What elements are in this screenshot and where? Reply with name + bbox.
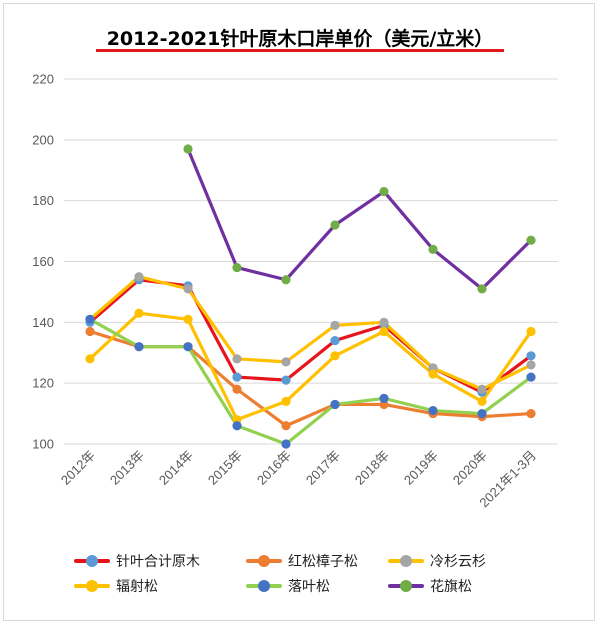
y-tick-label: 120 xyxy=(32,376,54,391)
legend-label: 红松樟子松 xyxy=(288,554,358,570)
legend-swatch xyxy=(388,551,424,571)
chart-title: 2012-2021针叶原木口岸单价（美元/立米） xyxy=(106,28,494,50)
data-point xyxy=(281,421,291,431)
data-point xyxy=(526,235,536,245)
legend-swatch xyxy=(246,576,282,596)
x-tick-label: 2018年 xyxy=(352,448,392,488)
legend-label: 冷杉云杉 xyxy=(430,554,486,570)
data-point xyxy=(379,317,389,327)
x-tick-label: 2020年 xyxy=(450,448,490,488)
legend-marker xyxy=(258,580,270,592)
legend-item: 辐射松 xyxy=(74,576,158,596)
series-line xyxy=(88,311,533,422)
x-tick-label: 2017年 xyxy=(303,448,343,488)
data-point xyxy=(428,369,438,379)
data-point xyxy=(85,314,95,324)
data-point xyxy=(232,372,242,382)
data-point xyxy=(330,399,340,410)
x-tick-label: 2015年 xyxy=(205,448,245,488)
legend-marker xyxy=(400,555,412,567)
data-point xyxy=(183,284,193,294)
data-point xyxy=(330,335,340,346)
legend-item: 红松樟子松 xyxy=(246,551,358,571)
data-point xyxy=(85,326,95,337)
legend-item: 针叶合计原木 xyxy=(74,551,200,571)
data-point xyxy=(379,326,389,337)
legend-marker xyxy=(258,555,270,567)
data-point xyxy=(134,342,144,352)
x-tick-label: 2019年 xyxy=(401,448,441,488)
data-point xyxy=(330,351,340,361)
legend-marker xyxy=(86,580,98,592)
x-tick-label: 2013年 xyxy=(107,448,147,488)
y-tick-label: 200 xyxy=(32,132,54,147)
title-underline xyxy=(96,49,504,52)
data-point xyxy=(281,439,291,449)
legend-label: 辐射松 xyxy=(116,579,158,595)
data-point xyxy=(134,272,144,282)
series-line xyxy=(88,278,533,394)
data-point xyxy=(183,314,193,324)
y-tick-label: 220 xyxy=(32,72,54,87)
data-point xyxy=(477,408,487,419)
x-axis-ticks: 2012年 2013年 2014年 2015年 2016年 2017年 2018年 2019年… xyxy=(58,448,539,511)
data-point xyxy=(526,372,536,382)
legend-label: 针叶合计原木 xyxy=(116,554,200,570)
legend-marker xyxy=(400,580,412,592)
data-point xyxy=(428,244,438,254)
data-point xyxy=(183,144,193,154)
series-lines xyxy=(88,147,533,446)
legend-marker xyxy=(86,555,98,567)
data-point xyxy=(134,308,144,318)
x-tick-label: 2016年 xyxy=(254,448,294,488)
data-point xyxy=(526,408,536,419)
data-point xyxy=(526,326,536,337)
legend-swatch xyxy=(388,576,424,596)
y-tick-label: 140 xyxy=(32,315,54,330)
data-point xyxy=(330,320,340,330)
legend-item: 落叶松 xyxy=(246,576,330,596)
data-point xyxy=(526,360,536,370)
data-point xyxy=(232,262,242,273)
legend-item: 花旗松 xyxy=(388,576,472,596)
data-point xyxy=(379,186,389,197)
x-tick-label: 2012年 xyxy=(58,448,98,488)
data-point xyxy=(477,384,487,394)
series-line xyxy=(88,275,533,391)
series-line xyxy=(186,147,533,291)
data-point xyxy=(526,351,536,361)
legend-swatch xyxy=(74,551,110,571)
data-point xyxy=(379,393,389,403)
data-point xyxy=(232,421,242,431)
data-point xyxy=(183,342,193,352)
series-line xyxy=(88,317,533,446)
legend-swatch xyxy=(74,576,110,596)
data-point xyxy=(281,357,291,367)
gridlines xyxy=(64,78,558,445)
data-point xyxy=(477,284,487,294)
data-point xyxy=(232,384,242,394)
y-tick-label: 100 xyxy=(32,437,54,452)
data-point xyxy=(477,396,487,407)
y-axis-ticks: 100 120 140 160 180 200 220 xyxy=(32,72,54,452)
data-point xyxy=(281,396,291,407)
y-tick-label: 160 xyxy=(32,254,54,269)
legend-label: 花旗松 xyxy=(430,579,472,595)
data-point xyxy=(232,354,242,364)
y-tick-label: 180 xyxy=(32,193,54,208)
data-point xyxy=(428,405,438,416)
data-point xyxy=(281,375,291,385)
data-point xyxy=(85,354,95,364)
data-point xyxy=(281,275,291,285)
legend-swatch xyxy=(246,551,282,571)
legend-item: 冷杉云杉 xyxy=(388,551,486,571)
legend-label: 落叶松 xyxy=(288,579,330,595)
data-point xyxy=(330,220,340,230)
series-markers xyxy=(85,144,536,449)
x-tick-label: 2014年 xyxy=(156,448,196,488)
